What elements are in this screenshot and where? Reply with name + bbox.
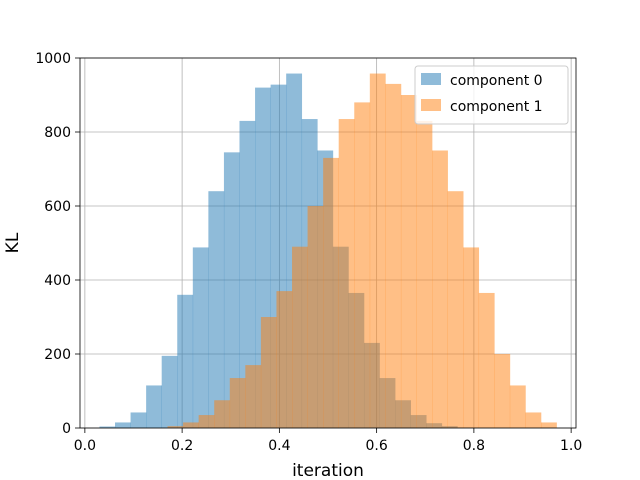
bar-series-1-bin-21 (494, 354, 511, 428)
bar-series-0-bin-7 (208, 191, 225, 428)
bar-series-1-bin-13 (369, 73, 386, 428)
x-tick-label-0: 0.0 (74, 438, 96, 454)
bar-series-1-bin-11 (338, 119, 355, 429)
bar-series-0-bin-9 (239, 120, 256, 429)
bar-series-1-bin-19 (463, 247, 480, 428)
bar-series-1-bin-1 (183, 422, 199, 428)
bar-series-1-bin-22 (509, 385, 526, 428)
bar-series-0-bin-5 (177, 294, 194, 428)
legend-swatch-0 (421, 73, 441, 85)
bar-series-0-bin-0 (99, 426, 116, 428)
legend: component 0 component 1 (414, 65, 569, 125)
x-tick-label-1: 0.2 (171, 438, 193, 454)
legend-box (414, 65, 569, 125)
bar-series-1-bin-15 (400, 95, 417, 428)
bar-series-1-bin-5 (245, 365, 262, 428)
y-tick-label-1: 200 (44, 347, 71, 363)
y-tick-label-0: 0 (62, 421, 71, 437)
legend-label-1: component 1 (450, 99, 543, 115)
x-tick-label-5: 1.0 (560, 438, 582, 454)
bar-series-0-bin-3 (146, 385, 162, 428)
bar-series-1-bin-9 (307, 206, 324, 428)
plot-area-frame (79, 57, 577, 429)
bar-series-0-bin-1 (115, 422, 131, 428)
bar-series-0-bin-4 (161, 355, 178, 428)
y-tick-label-5: 1000 (35, 51, 71, 67)
x-tick-label-4: 0.8 (463, 438, 485, 454)
legend-label-0: component 0 (450, 73, 543, 89)
axis-ticks: 0.0 0.2 0.4 0.6 0.8 1.0 0 200 400 600 800 1000 (35, 51, 582, 454)
y-tick-label-3: 600 (44, 199, 71, 215)
bar-series-1-bin-4 (229, 378, 246, 428)
bar-series-1-bin-3 (214, 400, 231, 428)
bar-series-1-bin-18 (447, 191, 464, 428)
bar-series-1-bin-6 (260, 317, 277, 428)
bar-series-0-bin-8 (223, 152, 240, 428)
bar-series-1-bin-8 (292, 246, 308, 428)
y-tick-label-2: 400 (44, 273, 71, 289)
bar-series-1-bin-17 (432, 150, 448, 428)
x-tick-label-2: 0.4 (268, 438, 290, 454)
y-tick-label-4: 800 (44, 125, 71, 141)
bar-series-1-bin-20 (478, 292, 495, 428)
y-axis-title: KL (3, 232, 23, 253)
bar-series-1-bin-10 (323, 157, 339, 428)
x-tick-label-3: 0.6 (365, 438, 387, 454)
bar-series-1-bin-2 (198, 415, 215, 428)
bar-series-0-bin-6 (192, 247, 209, 428)
histogram-bars (99, 73, 557, 429)
bar-series-1-bin-12 (354, 102, 371, 429)
bar-series-1-bin-0 (167, 426, 184, 428)
legend-swatch-1 (421, 99, 441, 111)
x-axis-title: iteration (292, 461, 364, 480)
bar-series-1-bin-16 (416, 120, 433, 429)
bar-series-0-bin-2 (130, 412, 147, 428)
bar-series-1-bin-14 (385, 83, 402, 429)
bar-series-1-bin-24 (540, 422, 557, 428)
bar-series-1-bin-23 (525, 412, 542, 428)
bar-series-1-bin-7 (276, 291, 293, 428)
